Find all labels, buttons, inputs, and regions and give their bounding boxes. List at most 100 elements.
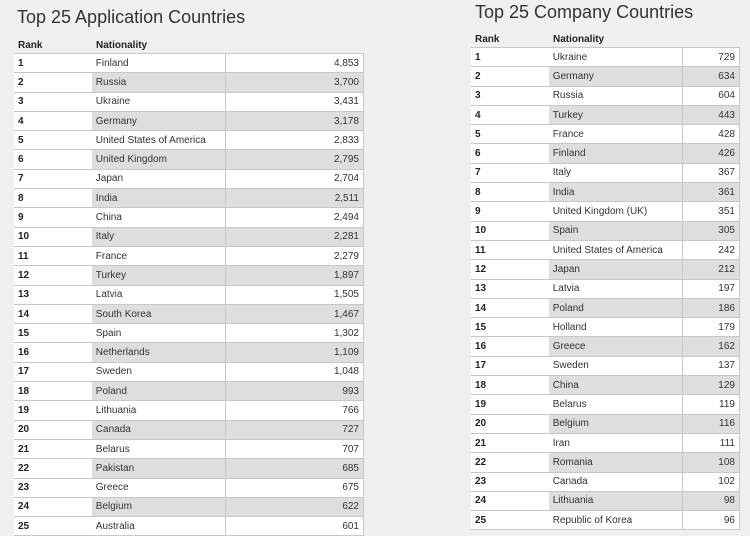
table-row: 1 Ukraine 729 <box>471 48 739 68</box>
nationality-cell: Netherlands <box>91 343 226 362</box>
nationality-cell: Italy <box>91 227 226 246</box>
table-row: 13 Latvia 1,505 <box>14 285 363 305</box>
count-cell: 729 <box>682 48 739 67</box>
table-row: 17 Sweden 1,048 <box>14 362 363 383</box>
nationality-cell: China <box>548 376 683 395</box>
rank-cell: 25 <box>475 514 487 526</box>
nationality-cell: Finland <box>548 144 683 163</box>
nationality-cell: Germany <box>91 111 226 131</box>
rank-cell: 12 <box>471 260 549 279</box>
count-cell: 96 <box>682 511 739 530</box>
count-cell: 129 <box>682 376 739 395</box>
company-countries-panel: Top 25 Company Countries Rank Nationalit… <box>471 0 740 531</box>
count-cell: 111 <box>682 433 739 453</box>
table-row: 5 United States of America 2,833 <box>14 131 363 151</box>
count-cell: 3,700 <box>225 73 363 92</box>
nationality-cell: South Korea <box>91 304 226 324</box>
rank-cell: 20 <box>14 420 92 439</box>
table-row: 5 France 428 <box>471 125 739 145</box>
count-cell: 1,897 <box>225 266 363 285</box>
rank-cell: 25 <box>18 520 30 532</box>
rank-cell: 2 <box>471 67 549 86</box>
nationality-column-header: Nationality <box>553 34 605 45</box>
count-cell: 367 <box>682 163 739 183</box>
rank-cell: 6 <box>14 150 92 169</box>
count-cell: 361 <box>682 183 739 202</box>
rank-column-header: Rank <box>18 40 43 51</box>
table-row: 17 Sweden 137 <box>471 356 739 377</box>
table-row: 23 Greece 675 <box>14 478 363 498</box>
table-row: 21 Belarus 707 <box>14 439 363 460</box>
nationality-cell: France <box>552 128 584 140</box>
rank-cell: 14 <box>471 298 549 318</box>
nationality-cell: Belgium <box>548 414 683 433</box>
application-table-header: Rank Nationality <box>14 35 364 53</box>
count-cell: 993 <box>225 382 363 401</box>
nationality-cell: Sweden <box>95 366 132 378</box>
table-row: 18 China 129 <box>471 376 739 396</box>
count-cell: 426 <box>682 144 739 163</box>
table-row: 12 Japan 212 <box>471 260 739 280</box>
rank-cell: 9 <box>475 206 481 218</box>
rank-cell: 11 <box>18 250 29 262</box>
count-cell: 622 <box>225 497 363 517</box>
rank-cell: 16 <box>14 343 92 362</box>
count-cell: 604 <box>682 86 739 105</box>
count-cell: 1,109 <box>225 343 363 362</box>
rank-cell: 5 <box>475 128 481 140</box>
table-row: 25 Australia 601 <box>14 517 363 536</box>
count-cell: 3,178 <box>225 111 363 131</box>
count-cell: 2,494 <box>225 208 363 227</box>
rank-cell: 22 <box>14 459 92 478</box>
rank-cell: 8 <box>471 183 549 202</box>
table-row: 19 Lithuania 766 <box>14 401 363 421</box>
count-cell: 305 <box>682 221 739 240</box>
count-cell: 1,048 <box>225 362 363 382</box>
nationality-cell: Germany <box>548 67 683 86</box>
nationality-column-header: Nationality <box>96 40 148 51</box>
nationality-cell: China <box>95 212 122 224</box>
table-row: 16 Netherlands 1,109 <box>14 343 363 363</box>
rank-cell: 10 <box>471 221 549 240</box>
rank-cell: 9 <box>18 212 24 224</box>
nationality-cell: Greece <box>95 482 129 494</box>
nationality-cell: Sweden <box>552 360 589 372</box>
nationality-cell: India <box>91 189 226 208</box>
nationality-cell: Canada <box>91 420 226 439</box>
table-row: 24 Lithuania 98 <box>471 491 739 512</box>
table-row: 25 Republic of Korea 96 <box>471 511 739 531</box>
table-row: 8 India 361 <box>471 183 739 203</box>
table-row: 21 Iran 111 <box>471 433 739 454</box>
count-cell: 2,795 <box>225 150 363 169</box>
count-cell: 2,704 <box>225 169 363 189</box>
nationality-cell: Finland <box>95 57 129 69</box>
rank-cell: 12 <box>14 266 92 285</box>
company-countries-table: 1 Ukraine 729 2 Germany 634 3 Russia 604 4 Turkey 4… <box>471 47 740 531</box>
count-cell: 242 <box>682 240 739 260</box>
nationality-cell: Ukraine <box>552 51 588 63</box>
rank-cell: 3 <box>475 90 481 102</box>
nationality-cell: Spain <box>95 327 122 339</box>
rank-cell: 21 <box>475 437 487 449</box>
table-row: 6 Finland 426 <box>471 144 739 164</box>
table-row: 13 Latvia 197 <box>471 279 739 299</box>
nationality-cell: Canada <box>552 476 588 488</box>
rank-cell: 13 <box>475 283 487 295</box>
table-row: 2 Germany 634 <box>471 67 739 87</box>
rank-cell: 3 <box>18 96 24 108</box>
count-cell: 685 <box>225 459 363 478</box>
table-row: 10 Italy 2,281 <box>14 227 363 247</box>
count-cell: 2,279 <box>225 246 363 266</box>
count-cell: 3,431 <box>225 92 363 111</box>
table-row: 14 Poland 186 <box>471 298 739 319</box>
nationality-cell: Latvia <box>95 289 123 301</box>
count-cell: 351 <box>682 202 739 221</box>
count-cell: 2,833 <box>225 131 363 150</box>
nationality-cell: Romania <box>548 453 683 472</box>
rank-cell: 7 <box>18 173 24 185</box>
table-row: 8 India 2,511 <box>14 189 363 209</box>
nationality-cell: Republic of Korea <box>552 514 633 526</box>
table-row: 6 United Kingdom 2,795 <box>14 150 363 170</box>
count-cell: 707 <box>225 439 363 459</box>
nationality-cell: Belarus <box>95 443 130 455</box>
